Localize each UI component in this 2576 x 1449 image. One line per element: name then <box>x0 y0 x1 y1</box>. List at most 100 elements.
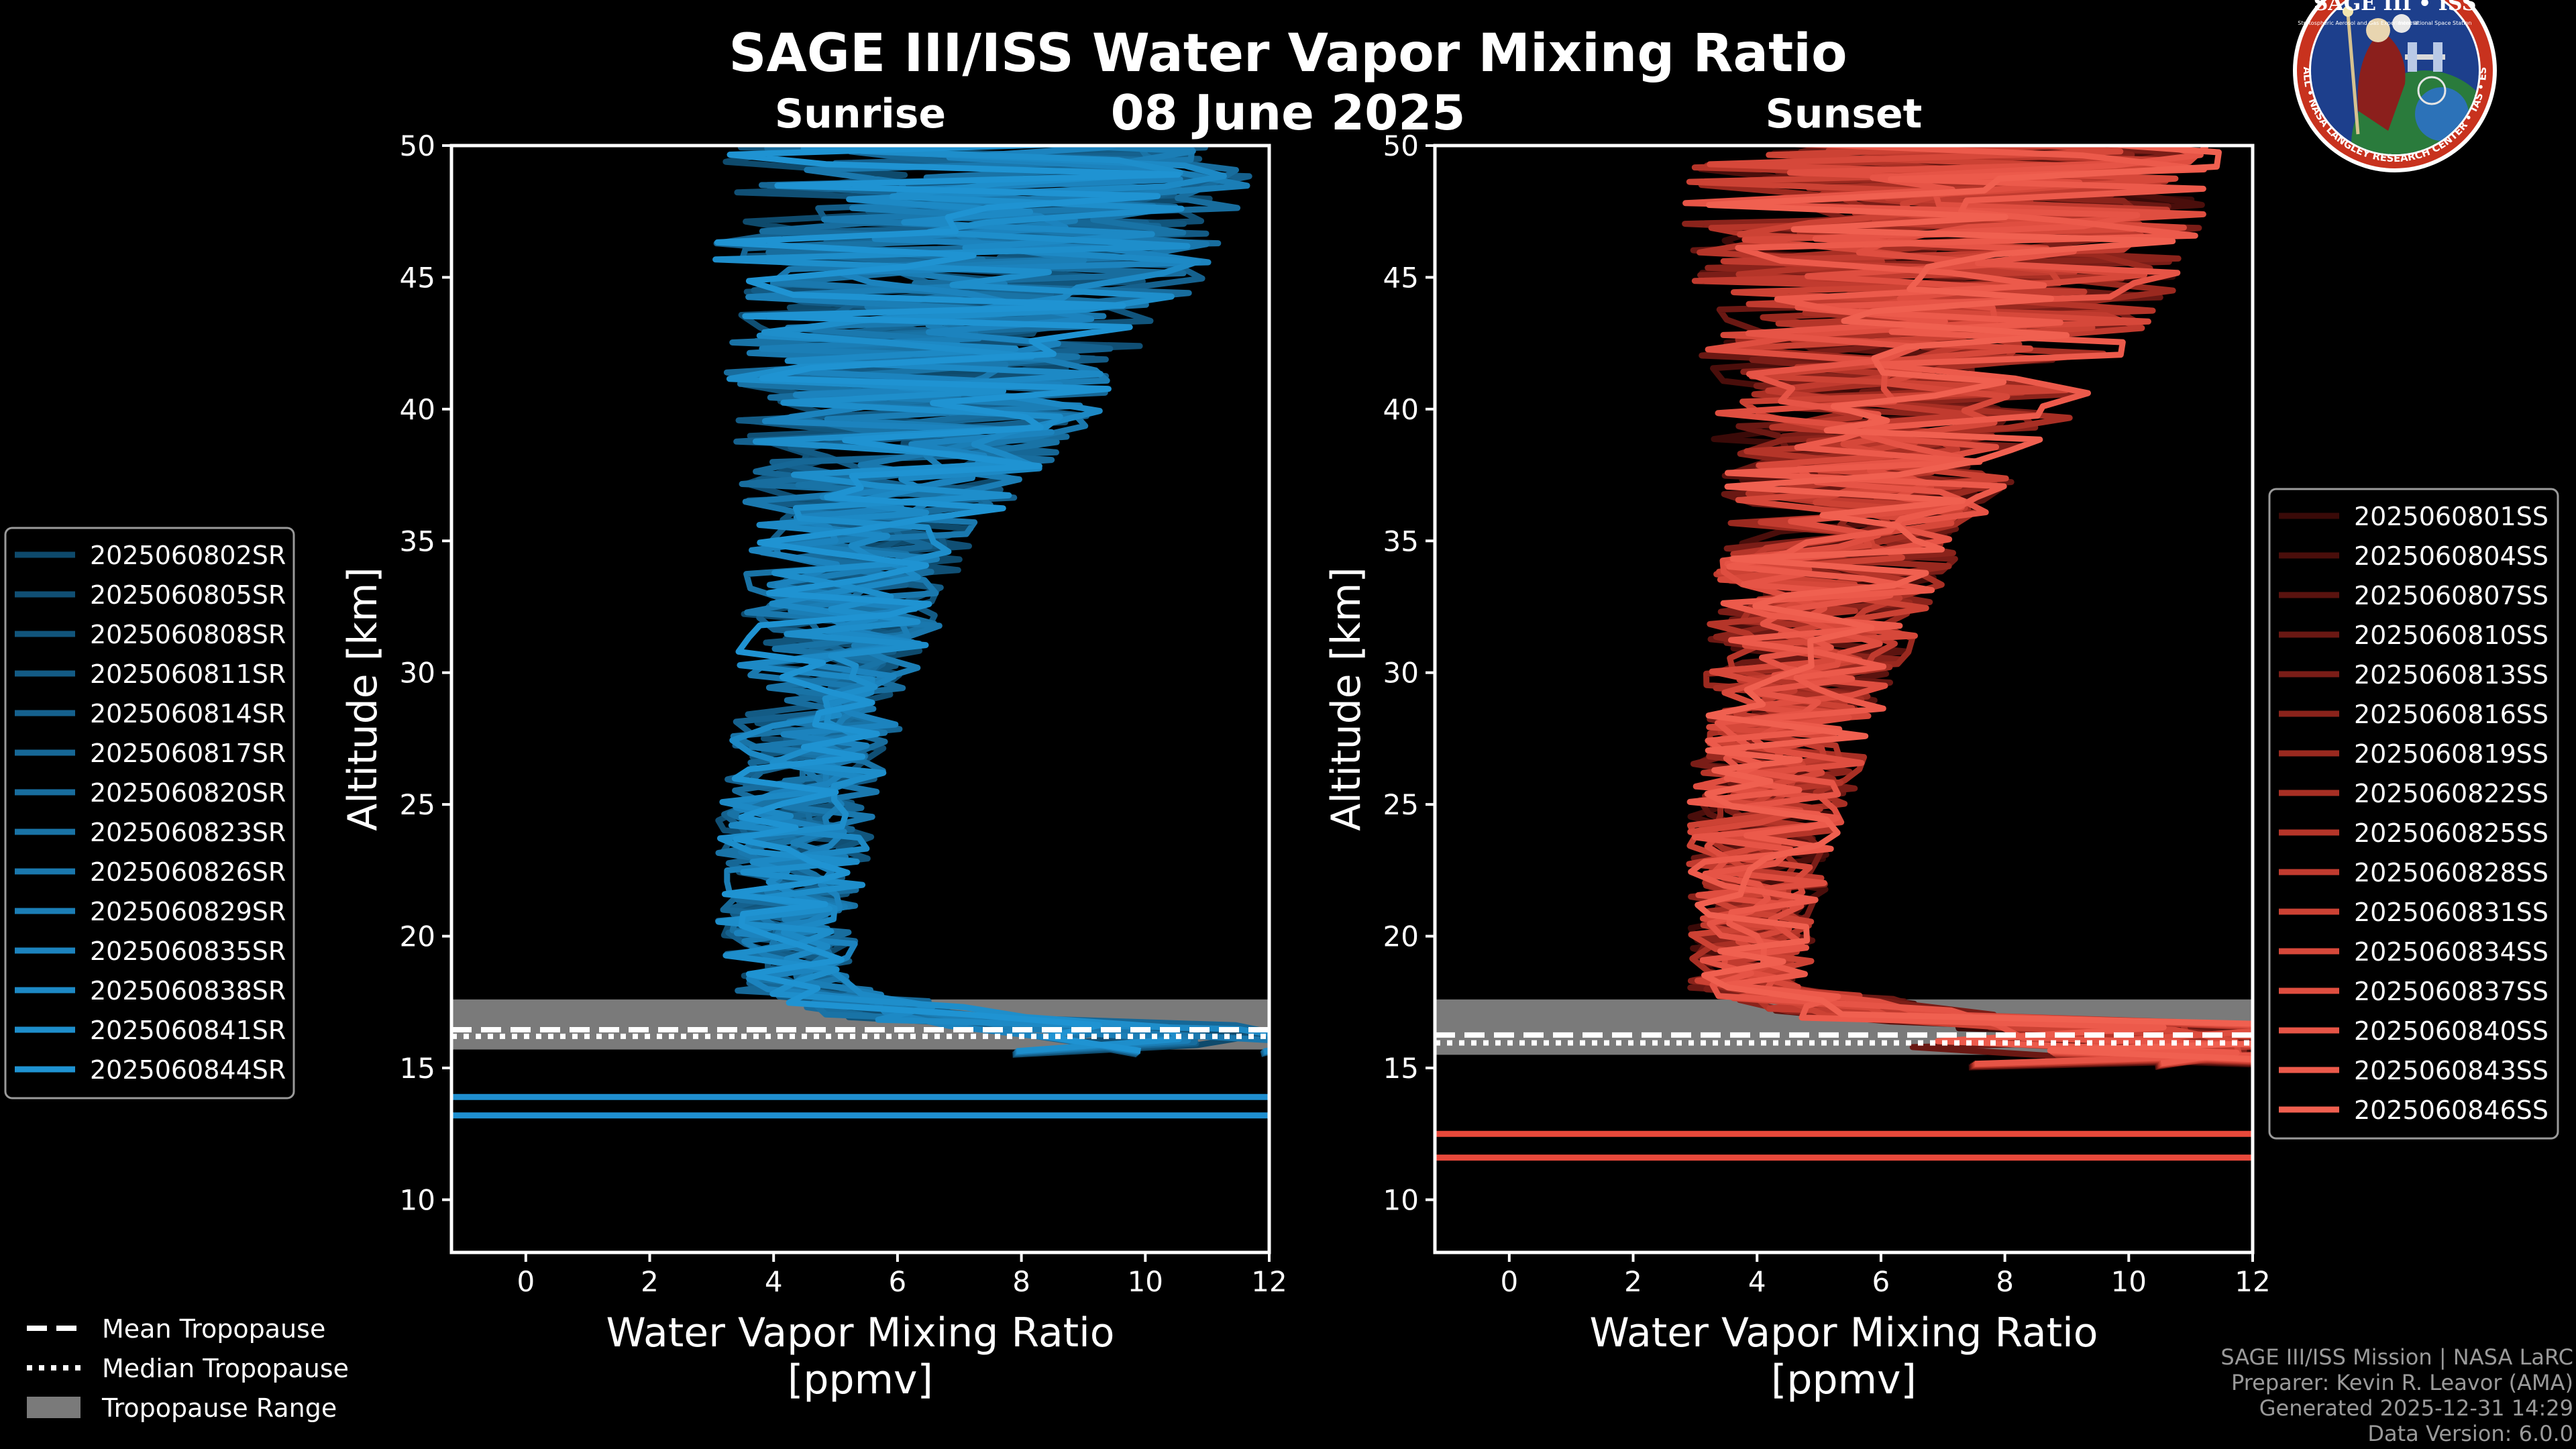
sunset-ylabel: Altitude [km] <box>1323 567 1370 831</box>
sunset-ytick-label: 45 <box>1383 261 1419 294</box>
sunrise-ytick-label: 35 <box>400 525 435 557</box>
sunset-ytick-label: 40 <box>1383 393 1419 426</box>
sunset-legend: 2025060801SS 2025060804SS 2025060807SS 2025… <box>2268 488 2559 1140</box>
sunrise-axes-frame <box>449 144 1271 1254</box>
sunset-legend-label: 2025060840SS <box>2354 1016 2548 1046</box>
sunset-legend-label: 2025060834SS <box>2354 937 2548 967</box>
sunrise-legend-label: 2025060835SR <box>90 936 286 966</box>
sunset-xtick-label: 6 <box>1872 1265 1890 1298</box>
sunrise-ytick-label: 20 <box>400 920 435 953</box>
sage-iii-iss-mission-logo: SAGE III • ISS Stratospheric Aerosol and… <box>2293 0 2497 172</box>
sunrise-xtick-label: 4 <box>765 1265 783 1298</box>
sunset-ytick-label: 20 <box>1383 920 1419 953</box>
logo-sub-right: International Space Station <box>2399 20 2472 26</box>
logo-staff <box>2346 13 2360 135</box>
sunrise-legend: 2025060802SR 2025060805SR 2025060808SR 2025… <box>4 527 295 1099</box>
sunset-ytick-label: 50 <box>1383 129 1419 162</box>
sunrise-ytick-label: 50 <box>400 129 435 162</box>
sunrise-ytick-label: 40 <box>400 393 435 426</box>
sunrise-xtick-label: 0 <box>517 1265 535 1298</box>
sunset-ytick-label: 25 <box>1383 788 1419 821</box>
sunset-legend-label: 2025060846SS <box>2354 1095 2548 1125</box>
sunset-legend-label: 2025060837SS <box>2354 977 2548 1006</box>
sunset-xlabel: Water Vapor Mixing Ratio [ppmv] <box>1590 1309 2098 1403</box>
sunrise-legend-label: 2025060823SR <box>90 818 286 847</box>
profile-2025060840SS <box>1682 146 2253 1067</box>
logo-ocean <box>2415 87 2469 141</box>
sunrise-legend-label: 2025060826SR <box>90 857 286 887</box>
sunrise-ylabel: Altitude [km] <box>339 567 386 831</box>
median-tropopause-legend-label: Median Tropopause <box>102 1354 349 1383</box>
sunset-legend-label: 2025060819SS <box>2354 739 2548 769</box>
sunrise-xlabel: Water Vapor Mixing Ratio [ppmv] <box>606 1309 1115 1403</box>
sunset-legend-label: 2025060828SS <box>2354 858 2548 888</box>
sunset-legend-label: 2025060801SS <box>2354 502 2548 531</box>
sunrise-xtick-label: 12 <box>1251 1265 1287 1298</box>
sunset-ytick-label: 15 <box>1383 1052 1419 1085</box>
sunset-legend-label: 2025060825SS <box>2354 818 2548 848</box>
sunrise-legend-label: 2025060811SR <box>90 659 286 689</box>
logo-staff-orb <box>2343 6 2353 17</box>
tropopause-legend: Mean Tropopause Median Tropopause Tropopau… <box>27 1314 349 1423</box>
sunset-axes-frame <box>1433 144 2255 1254</box>
profile-2025060828SS <box>1686 146 2253 1065</box>
sunrise-legend-label: 2025060805SR <box>90 580 286 610</box>
sunset-legend-label: 2025060813SS <box>2354 660 2548 690</box>
sunset-legend-frame <box>2268 488 2559 1140</box>
sunrise-legend-label: 2025060802SR <box>90 541 286 570</box>
logo-figure-robe <box>2357 30 2406 131</box>
sunrise-ytick-label: 45 <box>400 261 435 294</box>
footer-mission: SAGE III/ISS Mission | NASA LaRC <box>2220 1344 2573 1370</box>
figure-title: SAGE III/ISS Water Vapor Mixing Ratio <box>729 23 1847 84</box>
sunset-legend-label: 2025060804SS <box>2354 541 2548 571</box>
profile-2025060844SR <box>714 146 1181 1054</box>
logo-orbit-icon <box>2417 76 2447 105</box>
sunset-ytick-label: 10 <box>1383 1183 1419 1216</box>
sunset-panel-title: Sunset <box>1766 91 1923 138</box>
sunrise-legend-label: 2025060829SR <box>90 897 286 926</box>
logo-moon-icon <box>2392 14 2411 33</box>
footer-preparer: Preparer: Kevin R. Leavor (AMA) <box>2231 1370 2573 1395</box>
sunset-xtick-label: 0 <box>1500 1265 1518 1298</box>
logo-figure-head <box>2366 18 2390 42</box>
figure-footer: SAGE III/ISS Mission | NASA LaRC Prepare… <box>2220 1344 2573 1446</box>
sunrise-legend-label: 2025060844SR <box>90 1055 286 1085</box>
sunrise-ytick-label: 10 <box>400 1183 435 1216</box>
sunrise-legend-label: 2025060814SR <box>90 699 286 729</box>
tropopause-range-legend-label: Tropopause Range <box>101 1393 337 1423</box>
sunrise-xtick-label: 2 <box>641 1265 659 1298</box>
sunrise-plot-area <box>451 146 1269 1119</box>
sunset-panel: 0 2 4 6 8 10 12 10 15 20 25 30 35 40 45 50 Sunset Altitud… <box>1323 91 2271 1403</box>
sunset-xtick-label: 12 <box>2235 1265 2270 1298</box>
sunrise-legend-label: 2025060817SR <box>90 739 286 768</box>
sunset-legend-label: 2025060843SS <box>2354 1056 2548 1085</box>
sunrise-ytick-label: 25 <box>400 788 435 821</box>
sunrise-legend-label: 2025060838SR <box>90 976 286 1006</box>
sunset-legend-label: 2025060816SS <box>2354 700 2548 729</box>
logo-space-station-icon <box>2405 42 2445 72</box>
sunset-legend-label: 2025060822SS <box>2354 779 2548 808</box>
sunrise-legend-label: 2025060820SR <box>90 778 286 808</box>
profile-2025060835SR <box>733 146 1212 1055</box>
logo-top-text: SAGE III • ISS <box>2314 0 2477 15</box>
sunset-legend-label: 2025060807SS <box>2354 581 2548 610</box>
profile-2025060846SS <box>1695 146 2253 1063</box>
sunrise-legend-label: 2025060841SR <box>90 1016 286 1045</box>
sunset-xtick-label: 2 <box>1624 1265 1642 1298</box>
sunset-xtick-label: 4 <box>1748 1265 1766 1298</box>
tropopause-range-legend-swatch <box>27 1397 80 1418</box>
sunrise-legend-label: 2025060808SR <box>90 620 286 649</box>
sunrise-panel-title: Sunrise <box>775 91 946 138</box>
sunrise-xtick-label: 6 <box>889 1265 907 1298</box>
sunset-xtick-label: 8 <box>1996 1265 2014 1298</box>
sunrise-legend-frame <box>4 527 295 1099</box>
sunrise-panel: 0 2 4 6 8 10 12 10 15 20 25 30 35 40 45 50 Sunrise Altitu… <box>339 91 1287 1403</box>
figure-date: 08 June 2025 <box>1110 85 1466 141</box>
sunset-ytick-label: 35 <box>1383 525 1419 557</box>
sunset-plot-area <box>1435 146 2253 1161</box>
footer-generated: Generated 2025-12-31 14:29 <box>2259 1395 2573 1421</box>
footer-version: Data Version: 6.0.0 <box>2367 1421 2573 1446</box>
sunrise-xtick-label: 8 <box>1012 1265 1030 1298</box>
sunset-legend-label: 2025060831SS <box>2354 898 2548 927</box>
